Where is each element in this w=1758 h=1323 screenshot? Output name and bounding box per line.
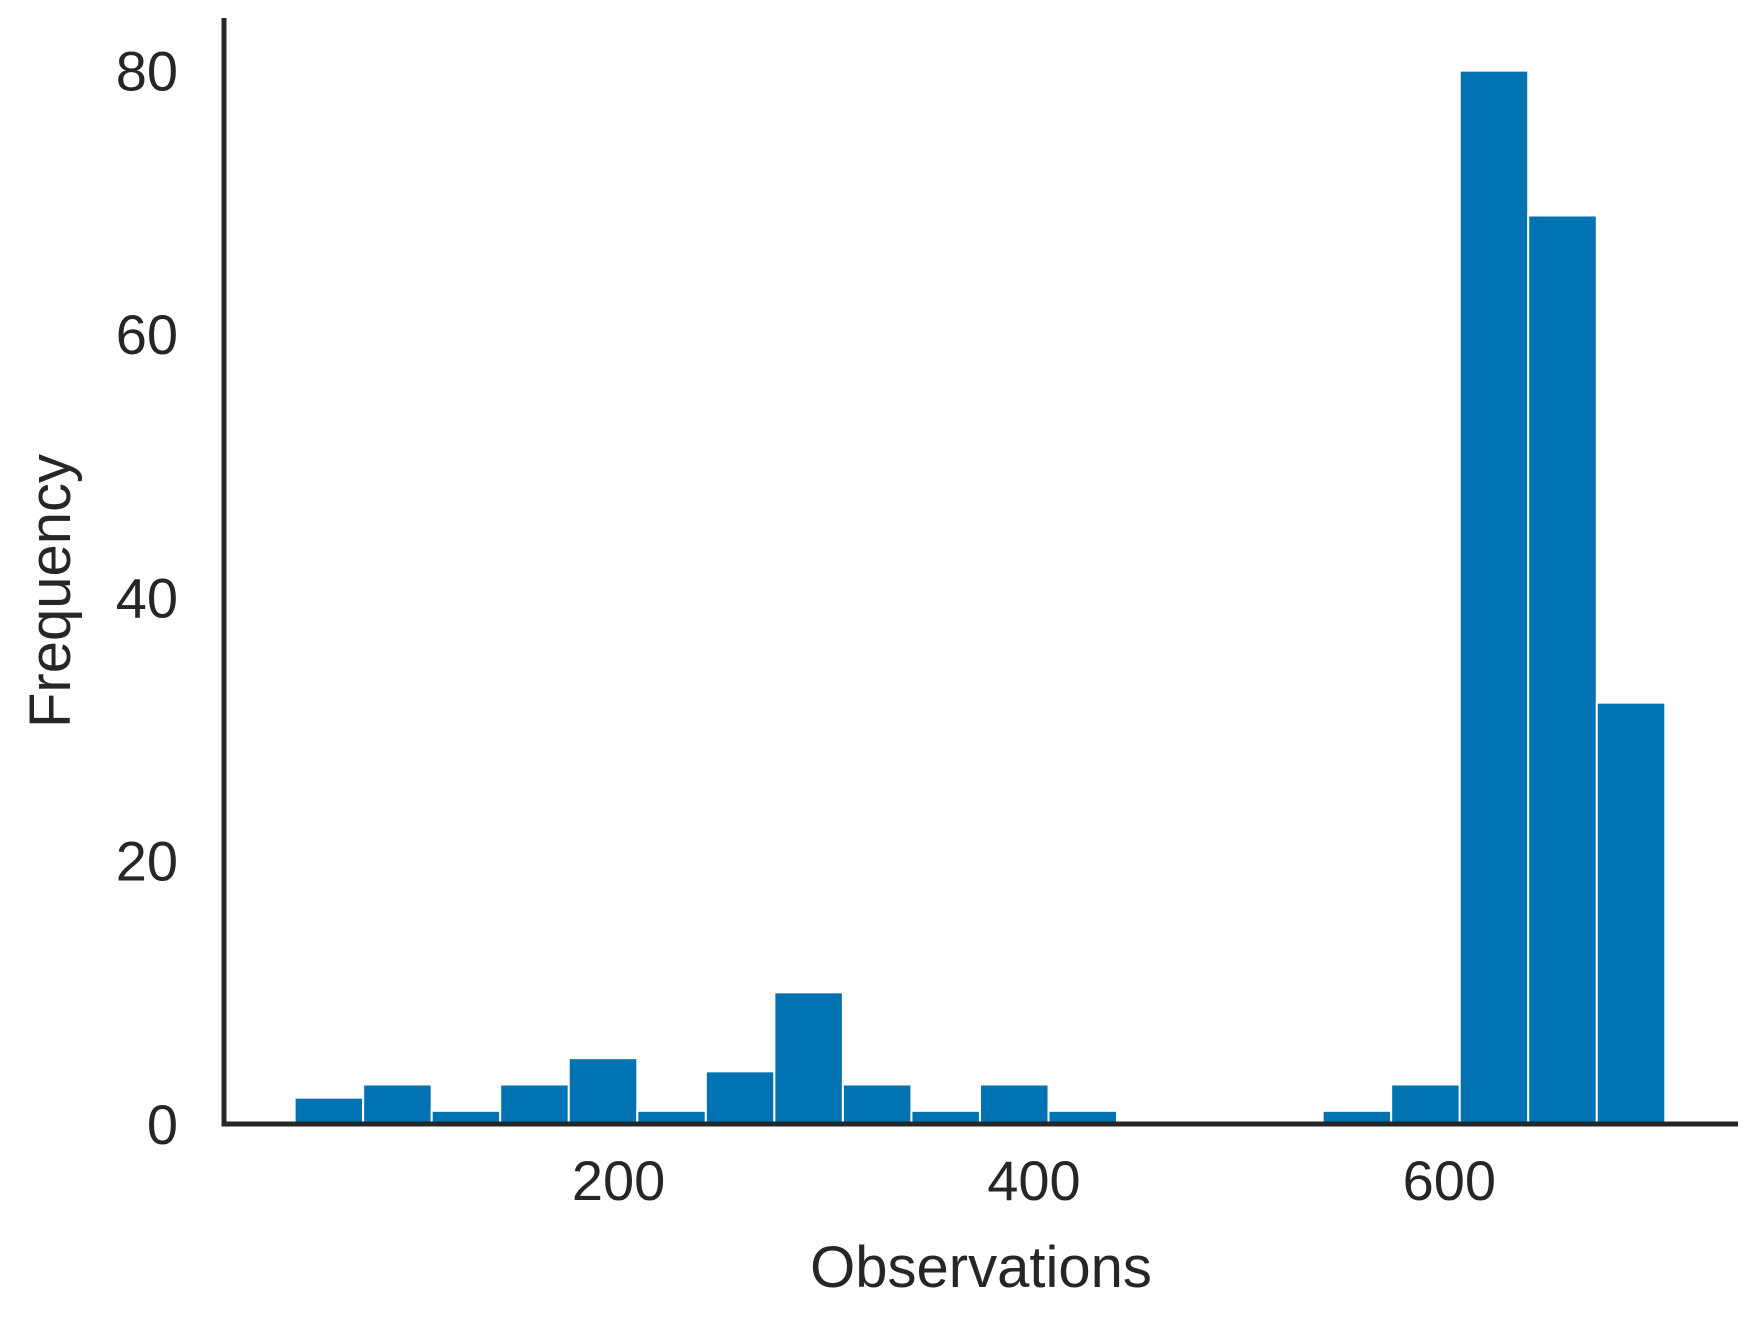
histogram-bar-16 xyxy=(1390,1083,1461,1125)
x-tick-labels: 200 400 600 xyxy=(572,1149,1496,1212)
histogram-bar-3 xyxy=(499,1083,570,1125)
y-tick-label: 0 xyxy=(147,1093,178,1156)
histogram-bar-4 xyxy=(567,1057,639,1125)
y-tick-label: 40 xyxy=(116,566,178,629)
y-tick-label: 20 xyxy=(116,830,178,893)
y-axis-title: Frequency xyxy=(18,454,83,728)
histogram-bars xyxy=(293,69,1667,1126)
y-tick-label: 60 xyxy=(116,303,178,366)
histogram-bar-10 xyxy=(978,1083,1050,1125)
histogram-bar-0 xyxy=(293,1096,365,1125)
y-tick-labels: 0 20 40 60 80 xyxy=(116,40,178,1156)
x-tick-label: 200 xyxy=(572,1149,665,1212)
histogram-bar-6 xyxy=(704,1070,776,1126)
histogram-bar-17 xyxy=(1458,69,1530,1126)
histogram-bar-18 xyxy=(1527,214,1598,1125)
x-axis-title: Observations xyxy=(810,1235,1152,1300)
histogram-bar-1 xyxy=(362,1083,433,1125)
x-tick-label: 400 xyxy=(987,1149,1080,1212)
histogram-bar-19 xyxy=(1595,701,1667,1126)
y-tick-label: 80 xyxy=(116,40,178,103)
histogram-bar-7 xyxy=(773,991,844,1125)
histogram-bar-8 xyxy=(841,1083,913,1125)
x-tick-label: 600 xyxy=(1403,1149,1496,1212)
